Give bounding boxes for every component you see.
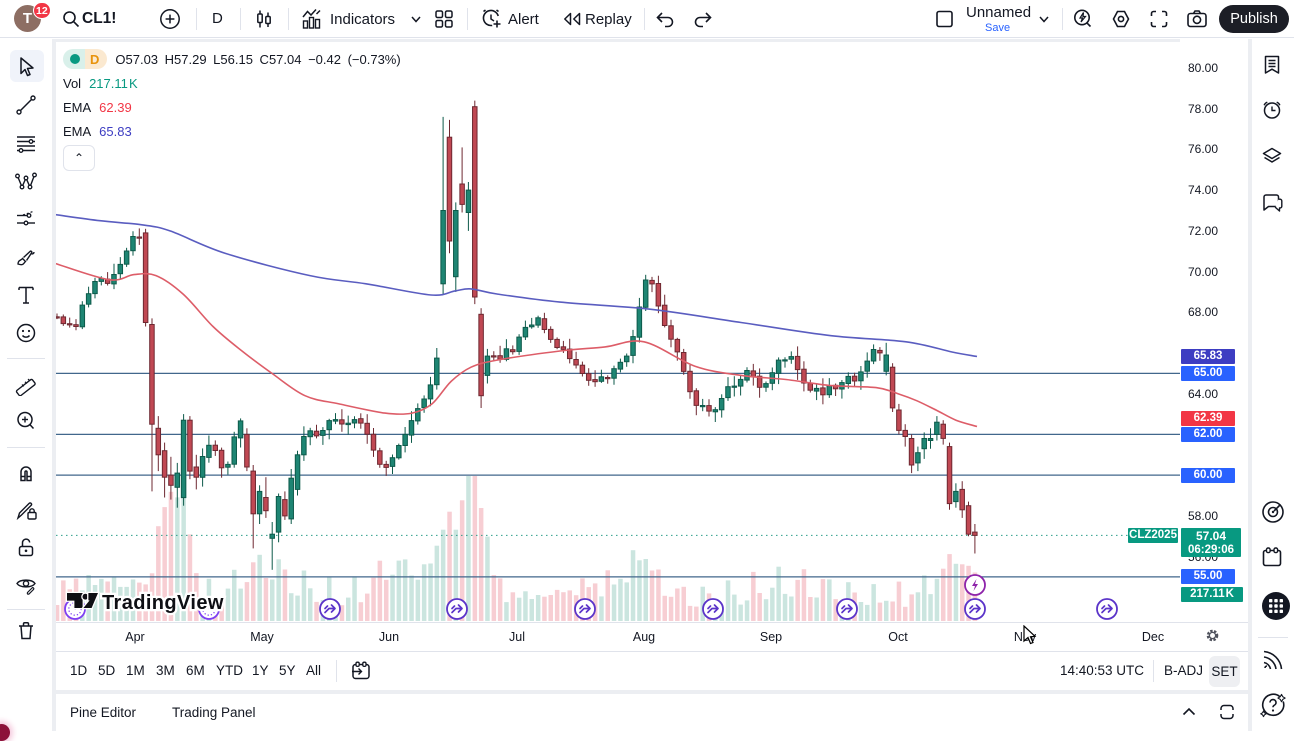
- svg-text:TradingView: TradingView: [102, 592, 224, 614]
